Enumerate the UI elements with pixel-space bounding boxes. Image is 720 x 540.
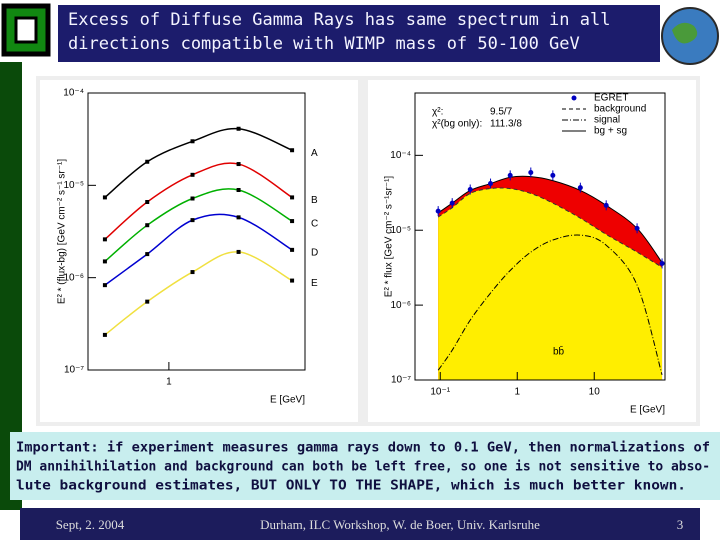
data-point bbox=[236, 126, 241, 131]
data-point bbox=[634, 225, 640, 231]
series-label: E bbox=[311, 278, 318, 289]
series-label: D bbox=[311, 248, 318, 259]
left-plot: 10⁻⁴ 10⁻⁵ 10⁻⁶ 10⁻⁷ 1 E [GeV] E² * (flux-bg) [… bbox=[57, 88, 319, 406]
body-line: DM annihilhilation and background can bo… bbox=[16, 460, 710, 475]
legend-label: bg + sg bbox=[594, 126, 627, 137]
data-point bbox=[290, 148, 295, 153]
data-point bbox=[145, 299, 150, 304]
data-point bbox=[236, 162, 241, 167]
y-tick-label: 10⁻⁷ bbox=[391, 375, 411, 386]
y-tick-label: 10⁻⁶ bbox=[63, 272, 84, 283]
data-point bbox=[659, 260, 665, 266]
data-point bbox=[435, 208, 441, 214]
data-point bbox=[102, 283, 107, 288]
data-point bbox=[190, 139, 195, 144]
logo-inner bbox=[14, 16, 38, 44]
y-tick-label: 10⁻⁷ bbox=[64, 365, 84, 376]
data-point bbox=[190, 218, 195, 223]
series-line bbox=[437, 187, 663, 268]
legend-marker bbox=[571, 95, 577, 101]
body-line: Important: if experiment measures gamma … bbox=[16, 441, 710, 456]
data-point bbox=[290, 195, 295, 200]
series-line bbox=[437, 234, 663, 376]
left-stripe bbox=[0, 62, 22, 510]
footer-venue: Durham, ILC Workshop, W. de Boer, Univ. … bbox=[260, 517, 540, 532]
x-axis-label: E [GeV] bbox=[270, 395, 305, 406]
y-tick-label: 10⁻⁴ bbox=[390, 150, 411, 161]
x-axis-label: E [GeV] bbox=[630, 405, 665, 416]
legend-label: signal bbox=[594, 115, 620, 126]
x-tick-label: 1 bbox=[166, 377, 172, 388]
fit-label: χ²(bg only): bbox=[432, 119, 482, 130]
data-point bbox=[467, 186, 473, 192]
plot-frame bbox=[414, 92, 666, 381]
x-tick-label: 10 bbox=[589, 387, 601, 398]
data-point bbox=[190, 196, 195, 201]
data-point bbox=[190, 172, 195, 177]
data-point bbox=[145, 159, 150, 164]
data-point bbox=[102, 332, 107, 337]
data-point bbox=[603, 202, 609, 208]
data-point bbox=[190, 270, 195, 275]
y-axis-label: E² * (flux-bg) [GeV cm⁻² s⁻¹ sr⁻¹] bbox=[57, 159, 68, 305]
data-point bbox=[145, 199, 150, 204]
data-point bbox=[290, 278, 295, 283]
data-point bbox=[236, 188, 241, 193]
fit-value: 111.3/8 bbox=[490, 119, 522, 130]
y-axis-label: E² * flux [GeV cm⁻² s⁻¹sr⁻¹] bbox=[384, 176, 395, 298]
logo-land bbox=[672, 22, 698, 44]
series-label: A bbox=[311, 148, 318, 159]
title-box bbox=[58, 5, 660, 62]
y-tick-label: 10⁻⁵ bbox=[63, 180, 84, 191]
footer-date: Sept, 2. 2004 bbox=[56, 517, 125, 532]
y-tick-label: 10⁻⁵ bbox=[390, 225, 411, 236]
plot-frame bbox=[87, 92, 306, 371]
footer-bar bbox=[20, 508, 700, 540]
data-point bbox=[577, 185, 583, 191]
legend-label: background bbox=[594, 104, 646, 115]
series-label: B bbox=[311, 195, 318, 206]
data-point bbox=[145, 252, 150, 257]
data-point bbox=[290, 247, 295, 252]
body-line: lute background estimates, BUT ONLY TO T… bbox=[16, 479, 686, 494]
data-point bbox=[102, 237, 107, 242]
title-line: Excess of Diffuse Gamma Rays has same sp… bbox=[68, 10, 610, 30]
annotation: bb̄ bbox=[553, 345, 565, 358]
data-point bbox=[488, 181, 494, 187]
footer-page: 3 bbox=[677, 517, 684, 532]
data-point bbox=[528, 170, 534, 176]
right-plot: 10⁻⁴ 10⁻⁵ 10⁻⁶ 10⁻⁷ 10⁻¹ 1 10 E [GeV] E² * flux … bbox=[384, 92, 666, 416]
data-point bbox=[102, 259, 107, 264]
title-line: directions compatible with WIMP mass of … bbox=[68, 34, 580, 54]
data-point bbox=[102, 195, 107, 200]
fit-value: 9.5/7 bbox=[490, 107, 513, 118]
data-point bbox=[236, 249, 241, 254]
x-tick-label: 1 bbox=[514, 387, 520, 398]
data-point bbox=[236, 215, 241, 220]
body-box bbox=[10, 432, 720, 500]
series-area bbox=[438, 187, 663, 380]
x-tick-label: 10⁻¹ bbox=[430, 387, 450, 398]
data-point bbox=[507, 172, 513, 178]
legend-label: EGRET bbox=[594, 93, 628, 104]
series-label: C bbox=[311, 219, 318, 230]
data-point bbox=[145, 223, 150, 228]
fit-label: χ²: bbox=[432, 107, 443, 118]
data-point bbox=[449, 200, 455, 206]
data-point bbox=[290, 219, 295, 224]
y-tick-label: 10⁻⁴ bbox=[63, 88, 84, 99]
y-tick-label: 10⁻⁶ bbox=[390, 300, 411, 311]
data-point bbox=[550, 172, 556, 178]
